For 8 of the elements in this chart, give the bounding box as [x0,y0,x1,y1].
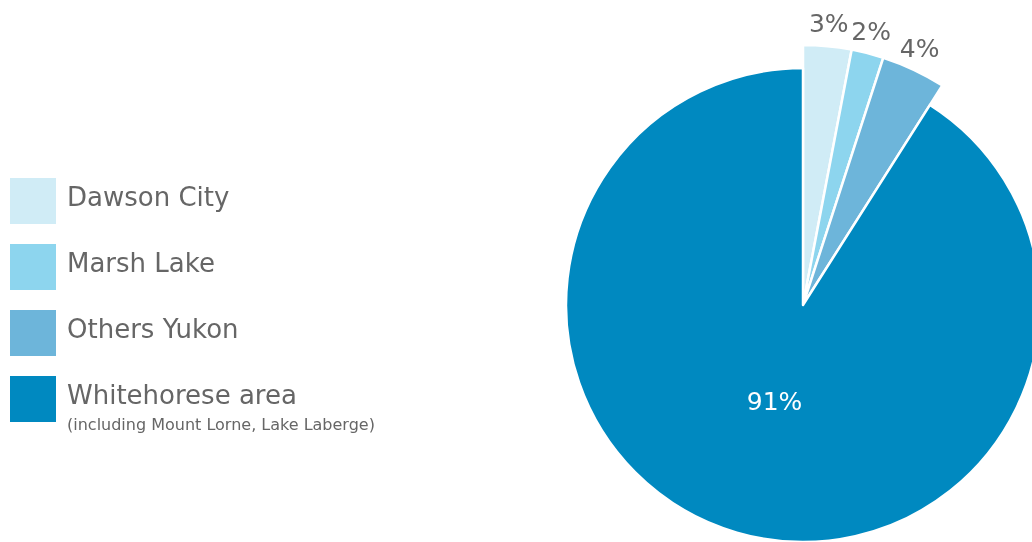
legend-label: Others Yukon [67,314,239,344]
legend-label: Marsh Lake [67,248,215,278]
data-label: 3% [808,9,849,39]
legend-label: Dawson City [67,182,230,212]
data-label: 2% [851,16,891,46]
data-label: 4% [899,34,940,64]
data-label: 91% [746,386,803,416]
legend-label: Whitehorese area (including Mount Lorne, Lake Laberge) [67,380,375,434]
